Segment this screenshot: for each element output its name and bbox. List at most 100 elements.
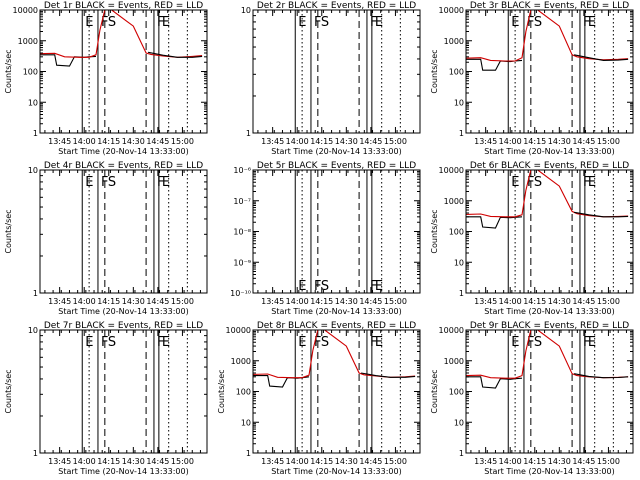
y-tick-label: 10000 xyxy=(226,326,251,335)
panel-title: Det 1r BLACK = Events, RED = LLD xyxy=(44,1,203,11)
panel-data: EFSFE xyxy=(40,10,203,133)
y-tick-label: 1 xyxy=(33,289,38,298)
panel-frame xyxy=(465,329,634,454)
lld-series-line xyxy=(466,170,629,218)
panel-data: EFSFE xyxy=(466,170,629,293)
y-tick-label: 10 xyxy=(454,258,464,267)
x-tick-label: 15:00 xyxy=(384,137,407,146)
x-tick-label: 13:45 xyxy=(48,297,71,306)
y-tick-label: 10000 xyxy=(439,166,464,175)
detector-panel-5: Det 5r BLACK = Events, RED = LLDEFSFE10⁻… xyxy=(230,161,421,316)
marker-letter: F xyxy=(583,15,590,30)
panel-frame xyxy=(39,169,208,294)
marker-letter: F xyxy=(583,175,590,190)
y-tick-label: 1000 xyxy=(444,197,464,206)
detector-panel-7: Det 7r BLACK = Events, RED = LLDEFSFE110… xyxy=(4,321,208,476)
y-axis-label: Counts/sec xyxy=(430,369,439,413)
y-tick-label: 100 xyxy=(23,68,38,77)
panel-title: Det 5r BLACK = Events, RED = LLD xyxy=(257,161,416,171)
detector-panel-2: Det 2r BLACK = Events, RED = LLDEFSFE110… xyxy=(241,1,421,156)
y-tick-label: 10000 xyxy=(439,326,464,335)
y-tick-label: 1 xyxy=(459,289,464,298)
x-tick-label: 13:45 xyxy=(48,137,71,146)
y-axis-label: Counts/sec xyxy=(4,209,13,253)
x-tick-label: 14:30 xyxy=(548,457,571,466)
x-tick-label: 14:30 xyxy=(548,297,571,306)
detector-panel-8: Det 8r BLACK = Events, RED = LLDEFSFE110… xyxy=(217,321,421,476)
x-tick-label: 13:45 xyxy=(474,297,497,306)
y-axis-label: Counts/sec xyxy=(430,209,439,253)
x-tick-label: 14:45 xyxy=(359,457,382,466)
marker-letter: E xyxy=(375,335,383,350)
y-tick-label: 10000 xyxy=(439,6,464,15)
y-tick-label: 10000 xyxy=(13,6,38,15)
x-tick-label: 14:00 xyxy=(73,297,96,306)
x-tick-label: 14:00 xyxy=(499,297,522,306)
x-axis-label: Start Time (20-Nov-14 13:33:00) xyxy=(271,467,401,476)
y-tick-label: 1000 xyxy=(444,37,464,46)
x-tick-label: 14:45 xyxy=(146,137,169,146)
panel-title: Det 3r BLACK = Events, RED = LLD xyxy=(470,1,629,11)
marker-letter: E xyxy=(588,335,596,350)
panel-title: Det 4r BLACK = Events, RED = LLD xyxy=(44,161,203,171)
lld-series-line xyxy=(40,10,203,58)
panel-data: EFSFE xyxy=(81,330,188,453)
marker-letter: E xyxy=(162,335,170,350)
y-tick-label: 1 xyxy=(33,129,38,138)
marker-letter: F xyxy=(370,335,377,350)
marker-letter: S xyxy=(534,175,542,190)
y-tick-label: 100 xyxy=(449,68,464,77)
marker-letter: E xyxy=(162,175,170,190)
detector-panel-9: Det 9r BLACK = Events, RED = LLDEFSFE110… xyxy=(430,321,634,476)
y-tick-label: 10 xyxy=(241,6,251,15)
events-series-line xyxy=(466,376,523,389)
marker-letter: E xyxy=(375,15,383,30)
x-tick-label: 14:15 xyxy=(523,137,546,146)
x-tick-label: 14:00 xyxy=(286,297,309,306)
events-series-line xyxy=(466,216,523,229)
y-tick-label: 10 xyxy=(454,418,464,427)
marker-letter: S xyxy=(321,279,329,294)
panel-frame xyxy=(39,329,208,454)
x-tick-label: 14:45 xyxy=(572,137,595,146)
x-tick-label: 14:00 xyxy=(73,137,96,146)
marker-letter: F xyxy=(157,175,164,190)
marker-letter: S xyxy=(108,335,116,350)
x-tick-label: 13:45 xyxy=(261,457,284,466)
x-tick-label: 14:00 xyxy=(73,457,96,466)
y-tick-label: 100 xyxy=(449,388,464,397)
marker-letter: F xyxy=(370,279,377,294)
x-tick-label: 14:00 xyxy=(499,457,522,466)
marker-letter: S xyxy=(534,335,542,350)
panel-data: EFSFE xyxy=(294,10,401,133)
panel-data: EFSFE xyxy=(253,330,416,453)
x-axis-label: Start Time (20-Nov-14 13:33:00) xyxy=(58,467,188,476)
detector-panel-3: Det 3r BLACK = Events, RED = LLDEFSFE110… xyxy=(430,1,634,156)
events-series-line xyxy=(574,373,629,379)
marker-letter: S xyxy=(108,15,116,30)
y-tick-label: 1 xyxy=(459,449,464,458)
x-tick-label: 14:45 xyxy=(146,457,169,466)
y-axis-label: Counts/sec xyxy=(4,369,13,413)
y-tick-label: 1000 xyxy=(444,357,464,366)
marker-letter: F xyxy=(583,335,590,350)
x-tick-label: 13:45 xyxy=(48,457,71,466)
marker-letter: F xyxy=(157,335,164,350)
x-axis-label: Start Time (20-Nov-14 13:33:00) xyxy=(484,467,614,476)
x-tick-label: 15:00 xyxy=(597,297,620,306)
panel-title: Det 6r BLACK = Events, RED = LLD xyxy=(470,161,629,171)
x-tick-label: 15:00 xyxy=(384,297,407,306)
detector-panel-4: Det 4r BLACK = Events, RED = LLDEFSFE110… xyxy=(4,161,208,316)
marker-letter: S xyxy=(321,335,329,350)
x-tick-label: 15:00 xyxy=(597,137,620,146)
marker-letter: E xyxy=(162,15,170,30)
y-tick-label: 100 xyxy=(449,228,464,237)
x-axis-label: Start Time (20-Nov-14 13:33:00) xyxy=(58,307,188,316)
x-tick-label: 14:45 xyxy=(146,297,169,306)
panel-title: Det 7r BLACK = Events, RED = LLD xyxy=(44,321,203,331)
x-tick-label: 14:30 xyxy=(335,457,358,466)
x-tick-label: 14:30 xyxy=(122,457,145,466)
y-tick-label: 10 xyxy=(241,418,251,427)
panel-title: Det 2r BLACK = Events, RED = LLD xyxy=(257,1,416,11)
marker-letter: E xyxy=(375,279,383,294)
